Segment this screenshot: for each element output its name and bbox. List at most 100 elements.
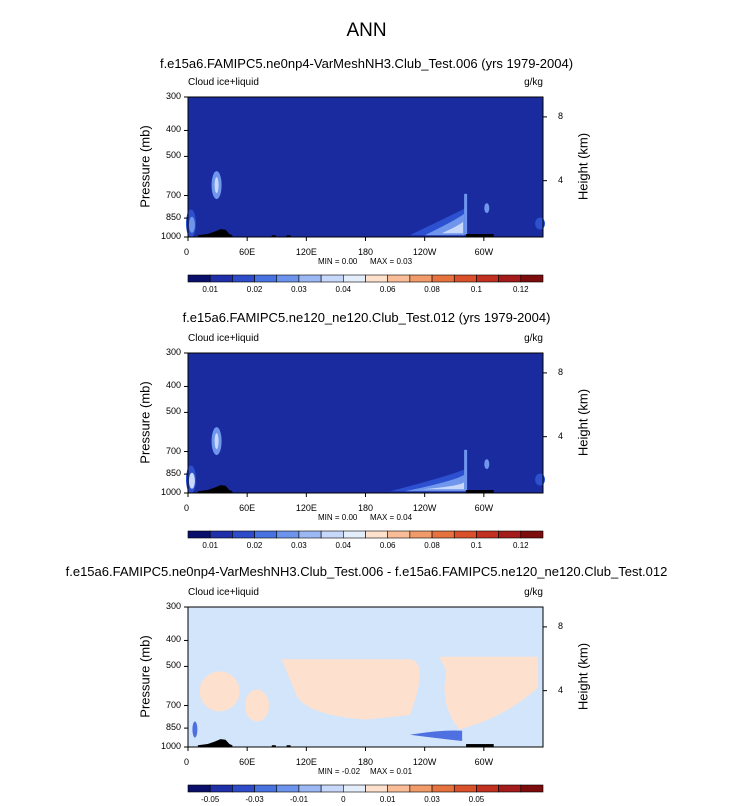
x-tick-label: 180: [357, 247, 374, 257]
colorbar-label: 0.01: [202, 541, 218, 550]
colorbar-label: 0.08: [424, 285, 440, 294]
contour-atlantic-spot: [484, 203, 490, 214]
colorbar-swatch: [476, 530, 499, 539]
y-tick-label: 500: [165, 150, 181, 161]
min-value: MIN = -0.02: [318, 767, 361, 776]
contour-east-edge: [535, 217, 546, 230]
colorbar-swatch: [431, 274, 455, 283]
colorbar-swatch: [232, 530, 255, 539]
colorbar-swatch: [520, 274, 544, 283]
y2-tick-label: 8: [558, 366, 564, 377]
colorbar-swatch: [209, 530, 233, 539]
colorbar-label: 0: [341, 795, 346, 804]
colorbar-label: 0.03: [424, 795, 440, 804]
colorbar-swatch: [254, 784, 278, 793]
colorbar-swatch: [409, 530, 433, 539]
colorbar-label: 0.03: [291, 285, 307, 294]
y-tick-label: 1000: [160, 487, 181, 497]
x-tick-label: 0: [184, 503, 190, 513]
contour-positive-africa: [199, 671, 240, 712]
x-tick-label: 0: [184, 247, 190, 257]
y-tick-label: 400: [165, 124, 181, 135]
colorbar-label: 0.1: [470, 541, 482, 550]
x-tick-label: 60E: [239, 247, 256, 257]
y-axis-title: Pressure (mb): [137, 635, 153, 718]
x-tick-label: 180: [357, 503, 374, 513]
y-tick-label: 850: [165, 722, 181, 733]
colorbar-swatch: [209, 784, 233, 793]
colorbar-swatch: [320, 274, 344, 283]
x-tick-label: 60E: [239, 503, 256, 513]
colorbar-swatch: [320, 784, 344, 793]
colorbar-swatch: [498, 274, 522, 283]
colorbar-swatch: [298, 784, 322, 793]
colorbar-swatch: [476, 274, 499, 283]
topography-maritime: [271, 235, 276, 237]
colorbar-label: -0.05: [201, 795, 220, 804]
y-tick-label: 700: [165, 699, 181, 710]
max-value: MAX = 0.01: [370, 767, 413, 776]
y-tick-label: 300: [165, 347, 181, 357]
contour-positive-atlantic: [439, 656, 539, 730]
contour-positive-pacific: [281, 659, 420, 720]
colorbar-swatch: [298, 530, 322, 539]
colorbar-label: 0.12: [513, 541, 529, 550]
topography-andes: [466, 490, 494, 493]
colorbar-label: 0.08: [424, 541, 440, 550]
y2-tick-label: 8: [558, 110, 564, 121]
colorbar-swatch: [476, 784, 499, 793]
colorbar-swatch: [387, 274, 411, 283]
colorbar-label: 0.03: [291, 541, 307, 550]
y-tick-label: 400: [165, 380, 181, 391]
field-label: Cloud ice+liquid: [188, 77, 259, 88]
colorbar-swatch: [498, 784, 522, 793]
colorbar-label: -0.03: [245, 795, 264, 804]
colorbar-swatch: [409, 784, 433, 793]
contour-fill-background: [188, 607, 543, 747]
topography-africa: [197, 229, 233, 237]
y2-tick-label: 4: [558, 430, 564, 441]
colorbar-label: -0.01: [289, 795, 309, 804]
contour-africa-core: [214, 433, 219, 450]
topography-andes: [466, 744, 494, 747]
contour-pacific-low: [409, 207, 467, 236]
colorbar-swatch: [365, 530, 388, 539]
colorbar-swatch: [187, 784, 211, 793]
contour-negative-pacific: [409, 730, 463, 742]
colorbar-swatch: [453, 274, 477, 283]
x-tick-label: 180: [357, 757, 374, 767]
max-value: MAX = 0.04: [370, 513, 413, 522]
colorbar-swatch: [409, 274, 433, 283]
contour-west-edge: [185, 465, 196, 494]
colorbar-swatch: [232, 784, 255, 793]
colorbar-label: 0.04: [335, 285, 352, 294]
colorbar-swatch: [498, 530, 522, 539]
y-tick-label: 850: [165, 468, 181, 479]
colorbar-swatch: [232, 274, 255, 283]
units-label: g/kg: [524, 333, 543, 344]
x-tick-label: 120W: [412, 503, 437, 513]
x-tick-label: 120W: [412, 247, 437, 257]
y-tick-label: 1000: [160, 741, 181, 751]
contour-positive-indian: [245, 689, 270, 722]
contour-africa-upper: [211, 427, 222, 456]
y2-axis-title: Height (km): [575, 642, 591, 711]
colorbar-swatch: [254, 530, 278, 539]
colorbar-swatch: [343, 274, 366, 283]
topography-africa: [197, 739, 233, 747]
contour-africa-upper: [211, 171, 222, 200]
plot-frame: [187, 96, 544, 238]
units-label: g/kg: [524, 77, 543, 88]
colorbar-label: 0.02: [246, 541, 263, 550]
y-tick-label: 300: [165, 91, 181, 101]
figure-title: ANN: [346, 20, 387, 41]
panel-title: f.e15a6.FAMIPC5.ne120_ne120.Club_Test.01…: [182, 310, 551, 325]
field-label: Cloud ice+liquid: [188, 333, 259, 344]
colorbar-swatch: [276, 530, 300, 539]
contour-west-edge: [185, 209, 196, 238]
contour-pacific-high: [441, 221, 464, 234]
topography-newguinea: [286, 745, 291, 747]
units-label: g/kg: [524, 587, 543, 598]
